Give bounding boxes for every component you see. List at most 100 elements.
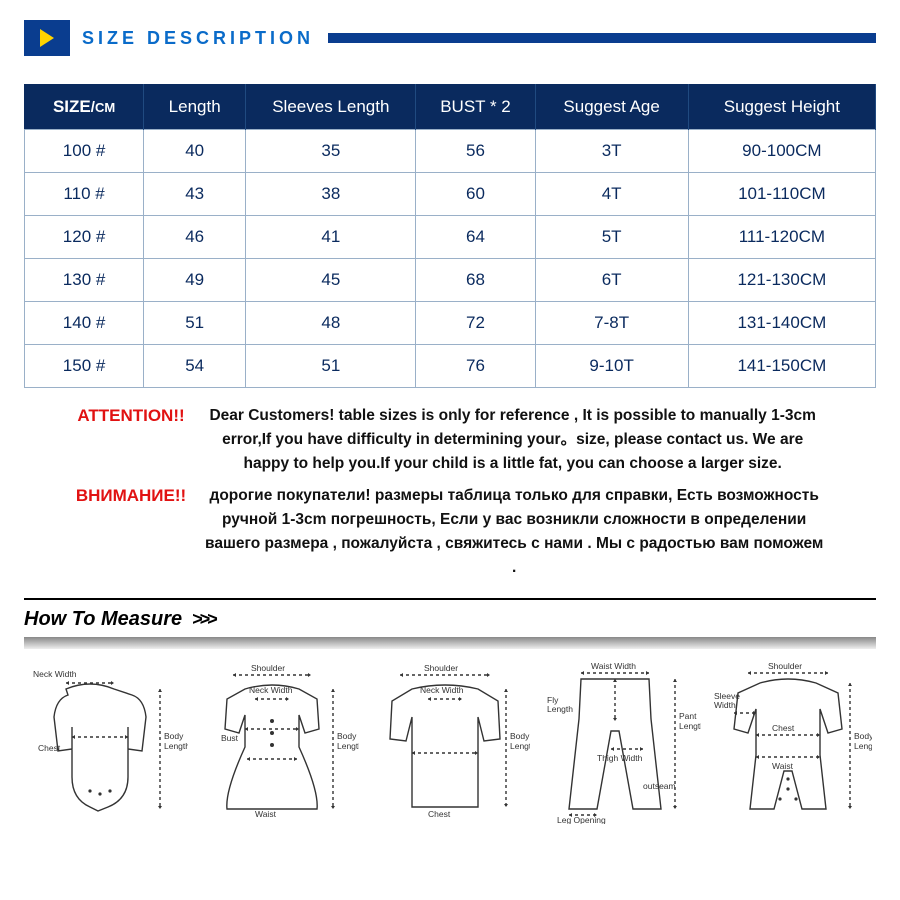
garment-shirt: Shoulder Neck Width Chest BodyLength xyxy=(370,659,530,829)
table-cell: 6T xyxy=(535,259,688,302)
svg-text:Length: Length xyxy=(337,741,359,751)
table-cell: 51 xyxy=(246,345,416,388)
col-header: Suggest Height xyxy=(688,85,875,130)
svg-text:Chest: Chest xyxy=(772,723,795,733)
table-cell: 54 xyxy=(144,345,246,388)
howto-title: How To Measure xyxy=(24,608,182,631)
svg-text:Shoulder: Shoulder xyxy=(424,663,458,673)
table-cell: 49 xyxy=(144,259,246,302)
table-cell: 120 # xyxy=(25,216,144,259)
table-cell: 48 xyxy=(246,302,416,345)
svg-text:Body: Body xyxy=(164,731,184,741)
table-cell: 4T xyxy=(535,173,688,216)
svg-text:Waist: Waist xyxy=(255,809,277,819)
svg-text:Chest: Chest xyxy=(38,743,61,753)
svg-text:Chest: Chest xyxy=(428,809,451,819)
svg-text:outseam: outseam xyxy=(643,781,676,791)
table-cell: 46 xyxy=(144,216,246,259)
size-table: SIZE/CMLengthSleeves LengthBUST * 2Sugge… xyxy=(24,84,876,388)
col-header: Suggest Age xyxy=(535,85,688,130)
table-cell: 56 xyxy=(416,130,535,173)
svg-text:Shoulder: Shoulder xyxy=(768,661,802,671)
table-cell: 51 xyxy=(144,302,246,345)
table-row: 110 #4338604T101-110CM xyxy=(25,173,876,216)
table-cell: 38 xyxy=(246,173,416,216)
table-cell: 5T xyxy=(535,216,688,259)
svg-text:Body: Body xyxy=(854,731,872,741)
table-row: 150 #5451769-10T141-150CM xyxy=(25,345,876,388)
svg-text:Length: Length xyxy=(547,704,573,714)
svg-text:Body: Body xyxy=(337,731,357,741)
garment-pants: Waist Width FlyLength Thigh Width Leg Op… xyxy=(541,659,701,829)
table-cell: 131-140CM xyxy=(688,302,875,345)
garment-bodysuit: Neck Width Chest BodyLength xyxy=(28,659,188,829)
howto-arrows-icon: >>> xyxy=(192,609,215,630)
garment-romper: Shoulder SleeveWidth Chest Waist BodyLen… xyxy=(712,659,872,829)
svg-text:Length: Length xyxy=(854,741,872,751)
table-cell: 150 # xyxy=(25,345,144,388)
table-header-row: SIZE/CMLengthSleeves LengthBUST * 2Sugge… xyxy=(25,85,876,130)
svg-text:Shoulder: Shoulder xyxy=(251,663,285,673)
svg-text:Length: Length xyxy=(510,741,530,751)
table-row: 130 #4945686T121-130CM xyxy=(25,259,876,302)
howto-header: How To Measure >>> xyxy=(24,598,876,637)
table-cell: 43 xyxy=(144,173,246,216)
col-header: BUST * 2 xyxy=(416,85,535,130)
table-cell: 121-130CM xyxy=(688,259,875,302)
table-cell: 3T xyxy=(535,130,688,173)
table-cell: 141-150CM xyxy=(688,345,875,388)
table-cell: 40 xyxy=(144,130,246,173)
table-row: 100 #4035563T90-100CM xyxy=(25,130,876,173)
attention-en: ATTENTION!! Dear Customers! table sizes … xyxy=(24,404,876,476)
table-cell: 41 xyxy=(246,216,416,259)
attention-label-ru: ВНИМАНИЕ!! xyxy=(76,484,186,506)
svg-text:Length: Length xyxy=(164,741,188,751)
col-header: Length xyxy=(144,85,246,130)
table-cell: 76 xyxy=(416,345,535,388)
svg-text:Pant: Pant xyxy=(679,711,697,721)
play-icon xyxy=(40,29,54,47)
table-cell: 101-110CM xyxy=(688,173,875,216)
col-header: Sleeves Length xyxy=(246,85,416,130)
garment-dress: Shoulder Neck Width Bust Waist BodyLengt… xyxy=(199,659,359,829)
table-cell: 140 # xyxy=(25,302,144,345)
svg-text:Waist Width: Waist Width xyxy=(591,661,636,671)
svg-text:Bust: Bust xyxy=(221,733,239,743)
table-cell: 111-120CM xyxy=(688,216,875,259)
svg-text:Leg Opening: Leg Opening xyxy=(557,815,606,824)
table-cell: 90-100CM xyxy=(688,130,875,173)
section-header: SIZE DESCRIPTION xyxy=(24,20,876,56)
play-icon-box xyxy=(24,20,70,56)
table-cell: 45 xyxy=(246,259,416,302)
svg-text:Length: Length xyxy=(679,721,701,731)
table-cell: 7-8T xyxy=(535,302,688,345)
svg-text:Neck Width: Neck Width xyxy=(33,669,77,679)
table-row: 120 #4641645T111-120CM xyxy=(25,216,876,259)
table-cell: 110 # xyxy=(25,173,144,216)
table-cell: 35 xyxy=(246,130,416,173)
attention-label-en: ATTENTION!! xyxy=(77,404,184,426)
header-title: SIZE DESCRIPTION xyxy=(82,28,314,49)
svg-text:Thigh Width: Thigh Width xyxy=(597,753,643,763)
table-cell: 60 xyxy=(416,173,535,216)
table-cell: 130 # xyxy=(25,259,144,302)
attention-ru: ВНИМАНИЕ!! дорогие покупатели! размеры т… xyxy=(24,484,876,580)
attention-text-en: Dear Customers! table sizes is only for … xyxy=(203,404,823,476)
table-cell: 72 xyxy=(416,302,535,345)
table-cell: 64 xyxy=(416,216,535,259)
svg-text:Body: Body xyxy=(510,731,530,741)
col-header: SIZE/CM xyxy=(25,85,144,130)
header-tab: SIZE DESCRIPTION xyxy=(24,20,328,56)
attention-text-ru: дорогие покупатели! размеры таблица толь… xyxy=(204,484,824,580)
svg-text:Waist: Waist xyxy=(772,761,794,771)
table-row: 140 #5148727-8T131-140CM xyxy=(25,302,876,345)
svg-text:Width: Width xyxy=(714,700,736,710)
attention-block: ATTENTION!! Dear Customers! table sizes … xyxy=(24,404,876,580)
table-body: 100 #4035563T90-100CM110 #4338604T101-11… xyxy=(25,130,876,388)
howto-divider xyxy=(24,637,876,649)
garment-diagrams: Neck Width Chest BodyLength Shoulder Nec… xyxy=(24,659,876,829)
table-cell: 68 xyxy=(416,259,535,302)
table-cell: 100 # xyxy=(25,130,144,173)
table-cell: 9-10T xyxy=(535,345,688,388)
how-to-measure: How To Measure >>> Neck Width Chest Body… xyxy=(24,598,876,829)
